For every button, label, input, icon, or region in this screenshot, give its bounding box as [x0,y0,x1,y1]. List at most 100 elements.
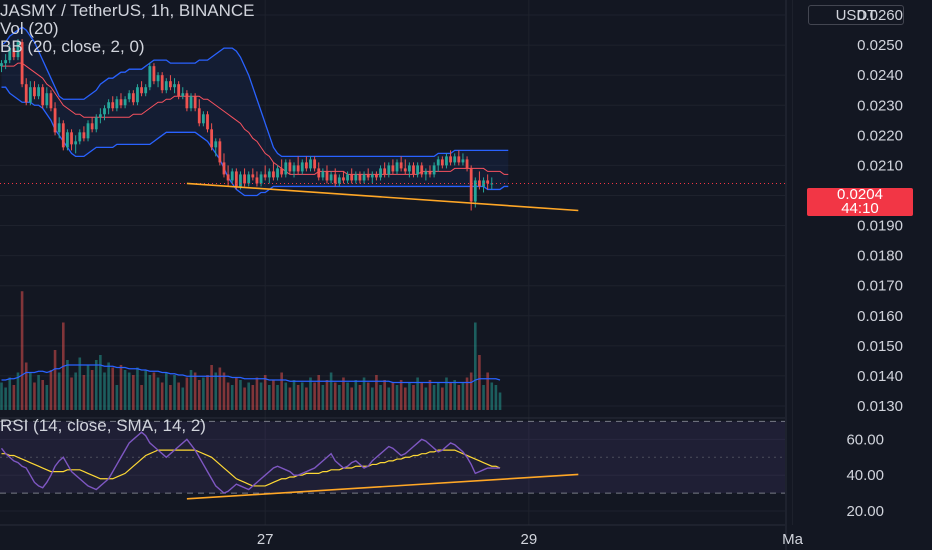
volume-bar [226,382,230,410]
volume-bar [325,380,329,410]
candle-body [173,84,176,88]
last-price-value: 0.0204 [837,186,883,203]
candle-body [164,81,168,91]
volume-bar [29,372,32,410]
candle-body [445,156,448,166]
candle-body [214,141,218,148]
candle-body [259,174,263,184]
candle-body [156,75,160,82]
volume-bar [441,387,444,410]
volume-bar [391,382,395,410]
volume-bar [214,372,218,410]
candle-body [255,177,259,184]
volume-bar [445,377,448,410]
volume-bar [160,382,164,410]
rsi-tick-label: 20.00 [846,503,884,520]
candle-body [457,156,461,163]
candle-body [329,174,333,181]
bb-basis-line [1,62,509,175]
candle-body [346,174,349,181]
symbol-label[interactable]: JASMY / TetherUS, 1h, BINANCE [0,1,255,20]
volume-bar [478,355,481,410]
candle-body [90,123,94,130]
candle-body [82,132,86,139]
candle-body [370,174,374,178]
volume-bar [152,372,156,410]
volume-bar [111,367,115,410]
candle-body [407,165,411,172]
candle-body [78,132,82,142]
volume-bar [177,382,180,410]
volume-bar [358,385,362,410]
volume-bar [457,385,461,410]
candle-body [218,141,222,163]
candle-body [272,171,275,178]
volume-bars [0,291,502,410]
candle-body [247,174,251,184]
candle-body [469,168,473,202]
volume-bar [247,382,250,410]
volume-bar [362,377,366,410]
rsi-indicator-label[interactable]: RSI (14, close, SMA, 14, 2) [0,416,206,435]
candle-body [140,87,143,94]
candle-body [436,159,440,166]
candle-body [226,174,230,181]
volume-bar [292,380,296,410]
volume-bar [424,387,428,410]
volume-bar [498,392,502,410]
volume-bar [24,362,28,410]
volume-bar [490,382,494,410]
volume-bar [66,360,69,410]
candle-body [20,42,24,85]
volume-bar [436,382,440,410]
candle-body [300,162,304,172]
candle-body [152,66,156,82]
candle-body [4,60,8,64]
candle-body [276,168,279,178]
volume-bar [107,362,110,410]
candle-body [424,171,428,175]
time-tick-label: Ma [782,531,803,548]
volume-bar [482,385,485,410]
volume-bar [197,380,201,410]
candle-body [288,162,292,172]
volume-bar [144,370,147,410]
candle-body [337,177,341,184]
volume-bar [329,372,333,410]
volume-bar [57,372,61,410]
volume-bar [387,387,391,410]
volume-bar [313,382,316,410]
candle-body [181,93,185,97]
currency-button[interactable]: USDT [808,5,904,25]
candle-body [115,99,119,109]
price-tick-label: 0.0260 [857,7,903,24]
bb-indicator-label[interactable]: BB (20, close, 2, 0) [0,37,145,56]
time-tick-label: 27 [257,531,274,548]
volume-bar [210,365,213,410]
volume-bar [300,382,304,410]
volume-bar [45,385,49,410]
volume-bar [239,380,242,410]
candle-body [185,93,189,109]
candle-body [86,123,90,139]
volume-bar [49,370,53,410]
volume-bar [317,375,321,410]
candle-body [197,108,201,124]
volume-bar [103,372,106,410]
volume-bar [33,382,36,410]
candle-body [33,87,36,97]
candle-body [313,159,317,169]
candle-body [309,159,312,169]
volume-bar [218,367,222,410]
volume-bar [469,372,473,410]
rsi-trendline [186,473,579,500]
volume-bar [193,372,197,410]
volume-bar [189,370,193,410]
volume-bar [288,387,292,410]
volume-bar [395,385,399,410]
volume-indicator-label[interactable]: Vol (20) [0,19,59,38]
candle-body [41,87,45,106]
rsi-sma-line [1,449,501,487]
volume-bar [82,375,86,410]
